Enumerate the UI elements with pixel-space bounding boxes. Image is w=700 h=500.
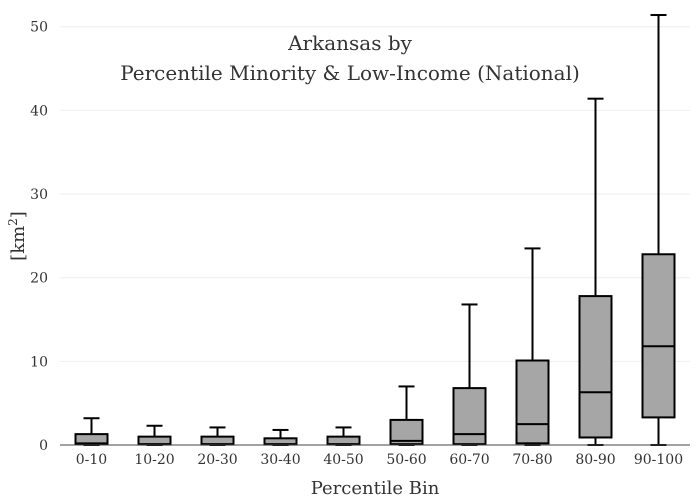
y-tick-label: 20 [30, 271, 48, 287]
box-group [74, 417, 109, 446]
box-iqr [452, 387, 487, 446]
y-tick-label: 10 [30, 354, 48, 370]
x-tick-labels: 0-10 10-20 20-30 30-40 40-50 50-60 60-70 70-80 8… [76, 452, 683, 468]
x-tick-label: 70-80 [512, 452, 552, 468]
box-iqr [515, 359, 550, 445]
box-group [263, 428, 298, 446]
box-iqr [578, 295, 613, 439]
chart-title-line-2: Percentile Minority & Low-Income (Nation… [120, 61, 580, 85]
y-tick-label: 30 [30, 187, 48, 203]
x-tick-label: 40-50 [323, 452, 363, 468]
y-tick-labels: 0 10 20 30 40 50 [30, 20, 48, 454]
x-tick-label: 30-40 [260, 452, 300, 468]
x-tick-label: 80-90 [575, 452, 615, 468]
y-tick-label: 50 [30, 20, 48, 36]
x-tick-label: 60-70 [449, 452, 489, 468]
box-group [452, 303, 487, 446]
box-group [200, 426, 235, 446]
y-axis-title: [km2] [6, 211, 29, 261]
x-tick-label: 50-60 [386, 452, 426, 468]
y-tick-label: 40 [30, 103, 48, 119]
box-group [137, 424, 172, 446]
box-group [326, 426, 361, 446]
x-tick-label: 20-30 [197, 452, 237, 468]
box-group [578, 97, 613, 446]
x-tick-label: 10-20 [134, 452, 174, 468]
y-tick-label: 0 [39, 438, 48, 454]
box-series [74, 14, 676, 446]
y-axis-title-end: ] [8, 211, 29, 218]
x-tick-label: 90-100 [634, 452, 683, 468]
box-group [389, 385, 424, 446]
y-axis-title-superscript: 2 [6, 218, 20, 226]
x-axis-title: Percentile Bin [311, 478, 440, 499]
box-iqr [641, 253, 676, 419]
y-axis-title-base: [km [8, 226, 29, 261]
box-group [641, 14, 676, 446]
chart-title-line-1: Arkansas by [287, 31, 413, 55]
x-tick-label: 0-10 [76, 452, 107, 468]
